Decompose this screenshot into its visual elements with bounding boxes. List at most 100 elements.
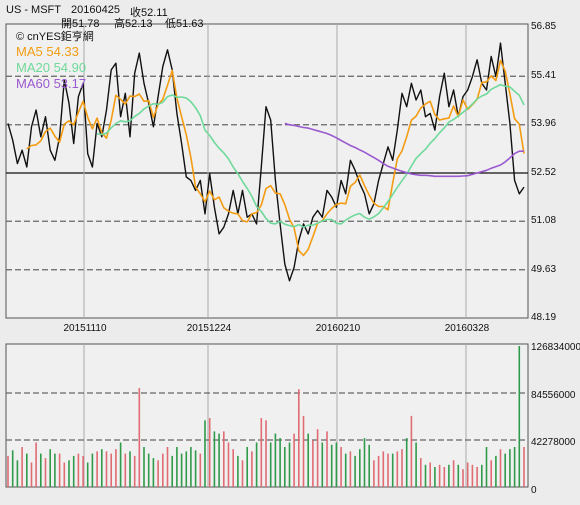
volume-bar <box>180 453 183 487</box>
volume-bar <box>91 453 94 487</box>
header-high: 高52.13 <box>114 18 153 30</box>
price-y-tick: 49.63 <box>531 264 557 275</box>
volume-bar <box>166 447 169 487</box>
volume-bar <box>443 467 446 487</box>
volume-bar <box>7 455 9 487</box>
volume-bar <box>49 449 51 487</box>
header-date: 20160425 <box>71 4 120 16</box>
volume-bar <box>495 455 497 487</box>
volume-bar <box>405 438 408 487</box>
volume-bar <box>466 462 469 487</box>
volume-bar <box>490 460 492 487</box>
header-open: 開51.78 <box>61 18 100 30</box>
volume-bar <box>284 447 286 487</box>
date-x-tick: 20160210 <box>315 323 361 334</box>
volume-bar <box>368 444 370 487</box>
volume-bar <box>105 451 108 487</box>
volume-bar <box>279 438 281 487</box>
volume-bar <box>518 346 521 487</box>
ma60-line <box>284 122 524 178</box>
volume-bar <box>138 388 141 487</box>
volume-bar <box>420 458 422 487</box>
volume-bar <box>40 453 42 487</box>
volume-bar <box>54 453 56 487</box>
volume-bar <box>129 451 131 487</box>
volume-bar <box>255 442 258 487</box>
price-y-tick: 55.41 <box>531 70 557 81</box>
volume-bar <box>298 389 300 487</box>
price-y-tick: 51.08 <box>531 215 557 226</box>
volume-bar <box>471 464 474 487</box>
volume-bar <box>316 429 319 487</box>
header-low: 低51.63 <box>165 18 204 30</box>
volume-bar <box>476 467 478 487</box>
volume-bar <box>415 442 417 487</box>
date-x-tick: 20160328 <box>444 323 490 334</box>
volume-bar <box>119 442 122 487</box>
volume-bar <box>213 431 216 487</box>
volume-bar <box>396 451 399 487</box>
volume-bar <box>321 442 324 487</box>
volume-bar <box>190 447 192 487</box>
volume-bar <box>462 469 464 487</box>
volume-bar <box>312 440 314 487</box>
price-y-tick: 53.96 <box>531 118 557 129</box>
volume-bar <box>16 460 19 487</box>
volume-bar <box>326 431 328 487</box>
volume-bar <box>260 418 263 487</box>
volume-y-tick: 0 <box>531 485 537 496</box>
volume-bar <box>401 449 403 487</box>
price-y-tick: 48.19 <box>531 312 557 323</box>
volume-bar <box>218 433 220 487</box>
volume-y-tick: 126834000 <box>531 342 580 353</box>
volume-bar <box>335 442 338 487</box>
volume-bar <box>124 453 127 487</box>
volume-bar <box>373 460 375 487</box>
volume-bar <box>457 464 460 487</box>
volume-bar <box>199 453 202 487</box>
price-y-tick: 52.52 <box>531 167 557 178</box>
header-symbol: US - MSFT <box>6 4 61 16</box>
ma20-line <box>96 83 525 228</box>
volume-bar <box>424 464 427 487</box>
volume-bar <box>349 451 352 487</box>
volume-bar <box>269 442 272 487</box>
volume-bar <box>288 442 291 487</box>
volume-bar <box>194 450 197 487</box>
volume-bar <box>293 433 295 487</box>
volume-bar <box>354 455 356 487</box>
volume-bar <box>157 460 159 487</box>
volume-bar <box>77 453 80 487</box>
volume-bar <box>162 453 164 487</box>
volume-bar <box>223 431 225 487</box>
volume-bar <box>11 450 14 487</box>
volume-bar <box>481 464 483 487</box>
price-line <box>7 42 525 282</box>
volume-bar <box>232 449 234 487</box>
volume-bar <box>44 458 47 487</box>
volume-bar <box>448 464 450 487</box>
volume-bar <box>227 442 230 487</box>
volume-bar <box>72 455 75 487</box>
volume-bar <box>208 418 211 487</box>
volume-y-tick: 84556000 <box>531 390 576 401</box>
volume-bar <box>438 464 441 487</box>
volume-bar <box>176 447 178 487</box>
volume-bar <box>143 447 145 487</box>
volume-bar <box>302 415 305 487</box>
volume-bar <box>82 455 84 487</box>
volume-bar <box>485 447 488 487</box>
volume-bar <box>101 449 103 487</box>
legend-ma20: MA20 54.90 <box>16 60 87 75</box>
volume-bar <box>499 449 502 487</box>
volume-bar <box>246 447 248 487</box>
volume-bar <box>152 458 155 487</box>
volume-bar <box>523 447 525 487</box>
volume-bar <box>237 455 239 487</box>
volume-bar <box>307 433 309 487</box>
volume-bar <box>340 447 342 487</box>
volume-bar <box>452 460 455 487</box>
volume-bar <box>359 449 361 487</box>
